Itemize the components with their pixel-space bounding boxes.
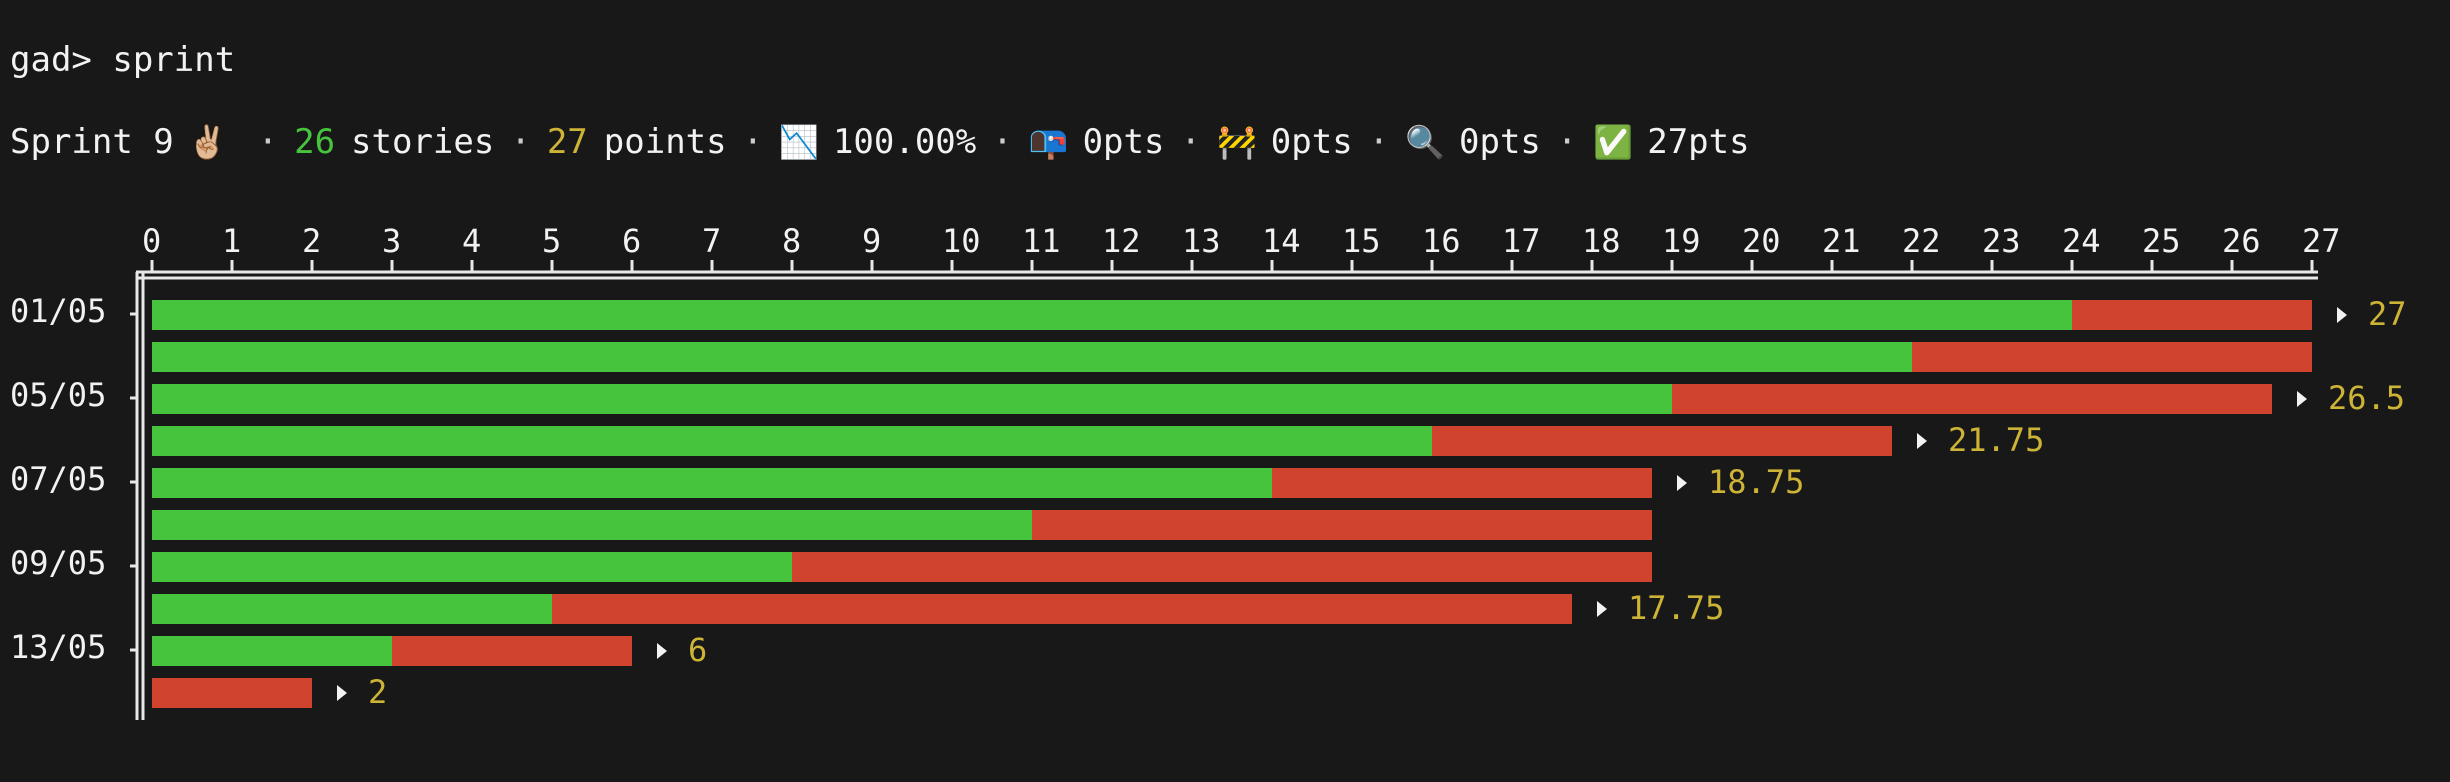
points-label: points: [603, 122, 727, 162]
x-tick-label: 25: [2142, 222, 2181, 260]
x-tick-label: 4: [462, 222, 481, 260]
separator: ·: [1556, 122, 1578, 162]
mailbox-points: 0pts: [1082, 122, 1165, 162]
total-marker: [1917, 433, 1927, 449]
x-tick-label: 2: [302, 222, 321, 260]
row-date-label: 01/05: [10, 292, 106, 330]
x-tick-label: 5: [542, 222, 561, 260]
separator: ·: [742, 122, 764, 162]
done-bar: [152, 426, 1432, 456]
x-tick-label: 26: [2222, 222, 2261, 260]
stories-label: stories: [351, 122, 495, 162]
done-bar: [152, 552, 792, 582]
x-tick-label: 18: [1582, 222, 1621, 260]
total-label: 6: [688, 631, 707, 669]
x-tick-label: 0: [142, 222, 161, 260]
review-points: 0pts: [1459, 122, 1541, 162]
construction-points: 0pts: [1270, 122, 1353, 162]
x-tick-label: 19: [1662, 222, 1701, 260]
total-marker: [657, 643, 667, 659]
x-tick-label: 1: [222, 222, 241, 260]
x-tick-label: 11: [1022, 222, 1061, 260]
x-tick-label: 3: [382, 222, 401, 260]
done-bar: [152, 594, 552, 624]
remaining-bar: [1032, 510, 1652, 540]
total-marker: [1677, 475, 1687, 491]
points-count: 27: [546, 122, 588, 162]
remaining-bar: [2072, 300, 2312, 330]
separator: ·: [257, 122, 279, 162]
total-label: 21.75: [1948, 421, 2044, 459]
x-tick-label: 27: [2302, 222, 2341, 260]
total-label: 2: [368, 673, 387, 711]
victory-hand-icon: ✌🏼: [187, 123, 228, 161]
done-bar: [152, 468, 1272, 498]
total-marker: [1597, 601, 1607, 617]
total-label: 27: [2368, 295, 2407, 333]
remaining-bar: [1672, 384, 2272, 414]
x-tick-label: 10: [942, 222, 981, 260]
total-label: 18.75: [1708, 463, 1804, 501]
terminal-prompt: gad> sprint: [10, 40, 236, 80]
done-points: 27pts: [1647, 122, 1750, 162]
x-tick-label: 13: [1182, 222, 1221, 260]
x-tick-label: 15: [1342, 222, 1381, 260]
check-mark-button-icon: ✅: [1593, 123, 1634, 161]
total-marker: [337, 685, 347, 701]
x-tick-label: 6: [622, 222, 641, 260]
x-tick-label: 9: [862, 222, 881, 260]
x-tick-label: 22: [1902, 222, 1941, 260]
total-marker: [2337, 307, 2347, 323]
done-bar: [152, 300, 2072, 330]
remaining-bar: [1432, 426, 1892, 456]
done-bar: [152, 636, 392, 666]
separator: ·: [510, 122, 531, 162]
row-date-label: 05/05: [10, 376, 106, 414]
sprint-status-bar: Sprint 9 ✌🏼 · 26 stories · 27 points · 📉…: [10, 118, 1750, 166]
burndown-value: 100.00%: [832, 122, 977, 162]
done-bar: [152, 510, 1032, 540]
row-date-label: 09/05: [10, 544, 106, 582]
remaining-bar: [792, 552, 1652, 582]
x-tick-label: 20: [1742, 222, 1781, 260]
x-tick-label: 8: [782, 222, 801, 260]
stories-count: 26: [294, 122, 336, 162]
remaining-bar: [152, 678, 312, 708]
mailbox-icon: 📭: [1028, 123, 1069, 161]
done-bar: [152, 384, 1672, 414]
row-date-label: 07/05: [10, 460, 106, 498]
x-tick-label: 17: [1502, 222, 1541, 260]
total-label: 17.75: [1628, 589, 1724, 627]
x-tick-label: 16: [1422, 222, 1461, 260]
x-tick-label: 24: [2062, 222, 2101, 260]
done-bar: [152, 342, 1912, 372]
x-tick-label: 23: [1982, 222, 2021, 260]
x-tick-label: 12: [1102, 222, 1141, 260]
chart-decreasing-icon: 📉: [779, 123, 819, 161]
remaining-bar: [552, 594, 1572, 624]
total-marker: [2297, 391, 2307, 407]
x-tick-label: 21: [1822, 222, 1861, 260]
separator: ·: [1368, 122, 1390, 162]
construction-icon: 🚧: [1216, 123, 1257, 161]
x-tick-label: 7: [702, 222, 721, 260]
remaining-bar: [392, 636, 632, 666]
separator: ·: [992, 122, 1013, 162]
remaining-bar: [1272, 468, 1652, 498]
row-date-label: 13/05: [10, 628, 106, 666]
total-label: 26.5: [2328, 379, 2405, 417]
remaining-bar: [1912, 342, 2312, 372]
magnifier-icon: 🔍: [1405, 123, 1445, 161]
sprint-label: Sprint 9: [10, 122, 174, 162]
separator: ·: [1180, 122, 1201, 162]
x-tick-label: 14: [1262, 222, 1301, 260]
